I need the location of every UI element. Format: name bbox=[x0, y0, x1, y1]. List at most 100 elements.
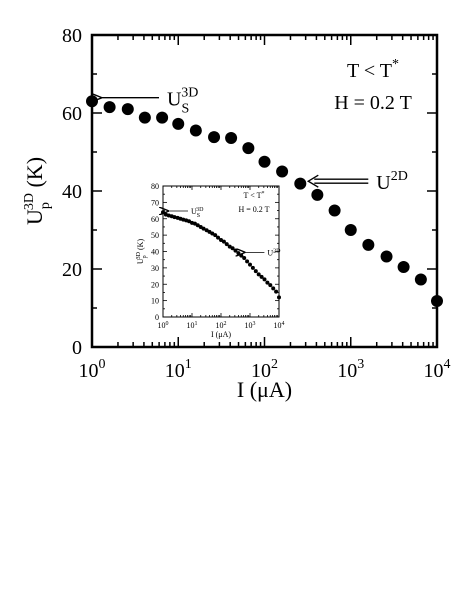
x-tick-base: 10 bbox=[424, 360, 444, 382]
condition-annotation: T < T* bbox=[244, 191, 265, 200]
x-tick-exponent: 1 bbox=[185, 357, 192, 372]
y-axis-label: Up3D (K) bbox=[136, 239, 148, 265]
y-label-subscript: p bbox=[38, 202, 53, 209]
x-tick-base: 10 bbox=[165, 360, 185, 382]
data-point bbox=[103, 101, 116, 114]
us3d-base: U bbox=[167, 89, 182, 111]
data-point bbox=[172, 117, 185, 130]
data-point bbox=[189, 124, 202, 137]
x-tick-base: 10 bbox=[216, 321, 224, 330]
y-label-base: U bbox=[136, 258, 145, 264]
us3d-subscript: S bbox=[181, 102, 189, 117]
condition-superscript: * bbox=[262, 191, 265, 197]
data-point bbox=[274, 289, 279, 294]
data-point bbox=[213, 233, 218, 238]
x-tick-label: 100 bbox=[158, 321, 169, 330]
x-tick-exponent: 4 bbox=[444, 357, 451, 372]
data-point bbox=[221, 239, 226, 244]
y-tick-label: 0 bbox=[72, 337, 82, 359]
y-tick-label: 10 bbox=[151, 297, 159, 306]
y-tick-label: 40 bbox=[62, 181, 82, 203]
data-point bbox=[208, 131, 221, 144]
data-point bbox=[216, 235, 221, 240]
data-point bbox=[172, 215, 177, 220]
condition-annotation: T < T* bbox=[347, 57, 399, 82]
field-annotation: H = 0.2 T bbox=[334, 92, 412, 114]
data-point bbox=[138, 111, 151, 124]
data-point bbox=[224, 242, 229, 247]
x-tick-base: 10 bbox=[337, 360, 357, 382]
data-point bbox=[258, 155, 271, 168]
data-point bbox=[294, 177, 307, 190]
us3d-superscript: 3D bbox=[181, 86, 198, 101]
x-tick-base: 10 bbox=[79, 360, 99, 382]
condition-text: T < T bbox=[347, 60, 392, 82]
y-tick-label: 20 bbox=[151, 280, 159, 289]
data-point bbox=[195, 223, 200, 228]
y-tick-label: 80 bbox=[151, 182, 159, 191]
x-tick-exponent: 1 bbox=[195, 321, 198, 327]
data-point bbox=[271, 286, 276, 291]
x-tick-label: 101 bbox=[187, 321, 198, 330]
data-point bbox=[242, 142, 255, 155]
data-point bbox=[362, 238, 375, 251]
data-point bbox=[259, 274, 264, 279]
y-tick-label: 30 bbox=[151, 264, 159, 273]
y-tick-label: 70 bbox=[151, 198, 159, 207]
data-point bbox=[277, 295, 281, 300]
data-point bbox=[245, 259, 250, 264]
y-tick-label: 60 bbox=[151, 215, 159, 224]
x-tick-label: 100 bbox=[79, 357, 106, 382]
data-point bbox=[380, 250, 393, 263]
x-tick-exponent: 4 bbox=[282, 321, 285, 327]
y-label-superscript: 3D bbox=[22, 193, 37, 210]
data-point bbox=[256, 272, 261, 277]
data-point bbox=[414, 273, 427, 286]
us3d-label: US3D bbox=[167, 86, 198, 117]
data-point bbox=[86, 95, 98, 108]
u2d-label: U2D bbox=[267, 248, 281, 257]
x-tick-label: 102 bbox=[251, 357, 278, 382]
u2d-superscript: 2D bbox=[273, 248, 281, 254]
x-tick-exponent: 2 bbox=[271, 357, 278, 372]
y-label-unit: (K) bbox=[136, 239, 145, 252]
x-tick-exponent: 0 bbox=[166, 321, 169, 327]
data-point bbox=[242, 256, 247, 261]
us3d-label: US3D bbox=[191, 207, 204, 219]
u2d-arrow-head bbox=[306, 174, 319, 188]
us3d-superscript: 3D bbox=[196, 207, 204, 213]
x-tick-base: 10 bbox=[245, 321, 253, 330]
y-label-unit: (K) bbox=[22, 157, 47, 193]
data-point bbox=[344, 224, 357, 236]
condition-text: T < T bbox=[244, 191, 262, 200]
y-axis-label: Up3D (K) bbox=[22, 157, 53, 225]
data-point bbox=[225, 131, 238, 144]
x-tick-exponent: 0 bbox=[99, 357, 106, 372]
u2d-label: U2D bbox=[376, 169, 408, 194]
data-point bbox=[250, 265, 255, 270]
data-point bbox=[121, 103, 134, 116]
data-point bbox=[265, 280, 270, 285]
data-point bbox=[431, 294, 443, 307]
us3d-subscript: S bbox=[197, 213, 200, 219]
x-tick-label: 104 bbox=[424, 357, 451, 382]
x-axis-label: I (μA) bbox=[237, 377, 292, 402]
data-point bbox=[328, 204, 341, 217]
x-tick-label: 104 bbox=[274, 321, 285, 330]
x-tick-label: 102 bbox=[216, 321, 227, 330]
data-point bbox=[253, 269, 258, 274]
data-point bbox=[268, 283, 273, 288]
x-tick-label: 103 bbox=[337, 357, 364, 382]
data-point bbox=[276, 165, 289, 178]
x-axis-label: I (μA) bbox=[211, 330, 231, 339]
y-tick-label: 40 bbox=[151, 248, 159, 257]
x-tick-exponent: 2 bbox=[224, 321, 227, 327]
y-label-superscript: 3D bbox=[136, 251, 142, 259]
u2d-base: U bbox=[267, 248, 273, 257]
data-point bbox=[201, 226, 206, 231]
x-tick-base: 10 bbox=[274, 321, 282, 330]
data-point bbox=[397, 261, 410, 274]
condition-superscript: * bbox=[392, 57, 399, 72]
x-tick-base: 10 bbox=[251, 360, 271, 382]
u2d-base: U bbox=[376, 172, 391, 194]
